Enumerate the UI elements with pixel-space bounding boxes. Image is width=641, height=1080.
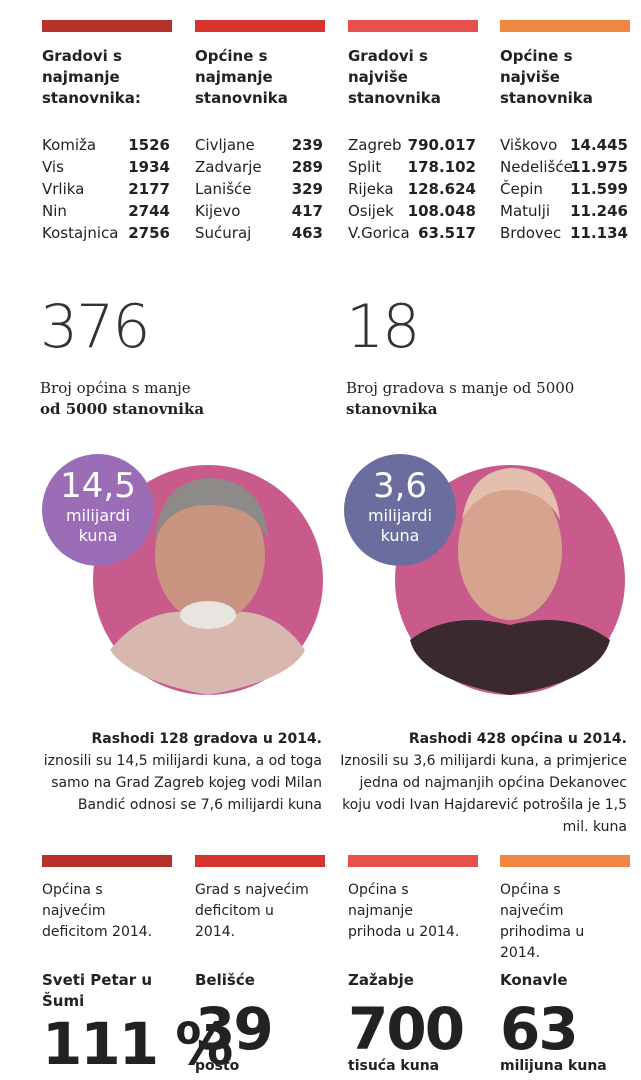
color-bar — [500, 20, 630, 32]
row-value: 11.975 — [570, 158, 628, 176]
row-name: Osijek — [348, 202, 394, 220]
bottom-unit: posto — [195, 1058, 240, 1074]
row-value: 289 — [291, 158, 323, 176]
row-value: 128.624 — [407, 180, 476, 198]
bottom-label: Grad s najvećim deficitom u 2014. — [195, 882, 309, 940]
row-name: Vis — [42, 158, 64, 176]
row-name: Kijevo — [195, 202, 241, 220]
row-name: Split — [348, 158, 382, 176]
row-value: 2744 — [128, 202, 170, 220]
row-value: 417 — [291, 202, 323, 220]
row-name: Sućuraj — [195, 224, 252, 242]
color-bar — [500, 855, 630, 867]
caption-text: iznosili su 14,5 milijardi kuna, a od to… — [43, 753, 322, 813]
bottom-value: 700 — [348, 995, 465, 1063]
row-value: 108.048 — [407, 202, 476, 220]
row-name: Kostajnica — [42, 224, 119, 242]
column-heading: Gradovi s najviše stanovnika — [348, 47, 441, 107]
color-bar — [195, 20, 325, 32]
caption-text: Iznosili su 3,6 milijardi kuna, a primje… — [340, 753, 627, 835]
row-name: Brdovec — [500, 224, 562, 242]
row-name: Zagreb — [348, 136, 402, 154]
bottom-value: 63 — [500, 995, 579, 1063]
row-value: 2756 — [128, 224, 170, 242]
row-name: Vrlika — [42, 180, 85, 198]
row-name: Rijeka — [348, 180, 394, 198]
badge-unit: milijardi kuna — [65, 506, 131, 545]
color-bar — [348, 855, 478, 867]
bottom-label: Općina s najvećim prihodima u 2014. — [500, 882, 585, 961]
row-value: 329 — [291, 180, 323, 198]
bottom-value: 111 % — [42, 1010, 233, 1078]
stat-text: Broj općina s manje — [40, 379, 191, 397]
row-name: Zadvarje — [195, 158, 262, 176]
row-name: Nedelišće — [500, 158, 573, 176]
row-value: 11.599 — [570, 180, 628, 198]
row-name: Nin — [42, 202, 67, 220]
badge — [344, 454, 456, 566]
bottom-name: Zažabje — [348, 971, 414, 989]
row-value: 463 — [291, 224, 323, 242]
bottom-unit: milijuna kuna — [500, 1058, 607, 1074]
row-value: 790.017 — [407, 136, 476, 154]
row-name: Viškovo — [500, 136, 558, 154]
badge-amount: 3,6 — [372, 466, 428, 506]
color-bar — [195, 855, 325, 867]
bottom-value: 39 — [195, 995, 274, 1063]
bottom-label: Općina s najvećim deficitom 2014. — [42, 882, 153, 940]
row-name: V.Gorica — [348, 224, 410, 242]
row-value: 63.517 — [418, 224, 476, 242]
caption: Rashodi 128 gradova u 2014. — [91, 731, 322, 747]
badge-unit: milijardi kuna — [367, 506, 433, 545]
row-value: 239 — [291, 136, 323, 154]
row-name: Matulji — [500, 202, 551, 220]
bottom-unit: tisuća kuna — [348, 1058, 440, 1074]
color-bar — [348, 20, 478, 32]
bottom-name: Sveti Petar u Šumi — [42, 971, 153, 1010]
row-name: Komiža — [42, 136, 97, 154]
bottom-name: Konavle — [500, 971, 568, 989]
row-value: 1934 — [128, 158, 170, 176]
row-value: 2177 — [128, 180, 170, 198]
badge-amount: 14,5 — [60, 466, 136, 506]
row-name: Lanišće — [195, 180, 252, 198]
bottom-name: Belišće — [195, 971, 255, 989]
row-value: 14.445 — [570, 136, 628, 154]
column-heading: Općine s najviše stanovnika — [500, 47, 593, 107]
stat-number: 376 — [40, 292, 151, 362]
row-value: 11.246 — [570, 202, 628, 220]
row-value: 178.102 — [407, 158, 476, 176]
column-heading: Gradovi s najmanje stanovnika: — [42, 47, 141, 107]
stat-bold: stanovnika — [346, 400, 438, 418]
row-value: 11.134 — [570, 224, 628, 242]
caption: Rashodi 428 općina u 2014. — [408, 731, 627, 747]
color-bar — [42, 20, 172, 32]
color-bar — [42, 855, 172, 867]
stat-number: 18 — [346, 292, 420, 362]
stat-bold: od 5000 stanovnika — [40, 400, 205, 418]
bottom-label: Općina s najmanje prihoda u 2014. — [348, 882, 460, 940]
row-name: Čepin — [500, 180, 543, 198]
column-heading: Općine s najmanje stanovnika — [195, 47, 288, 107]
badge — [42, 454, 154, 566]
stat-text: Broj gradova s manje od 5000 — [346, 379, 575, 397]
row-value: 1526 — [128, 136, 170, 154]
row-name: Civljane — [195, 136, 255, 154]
